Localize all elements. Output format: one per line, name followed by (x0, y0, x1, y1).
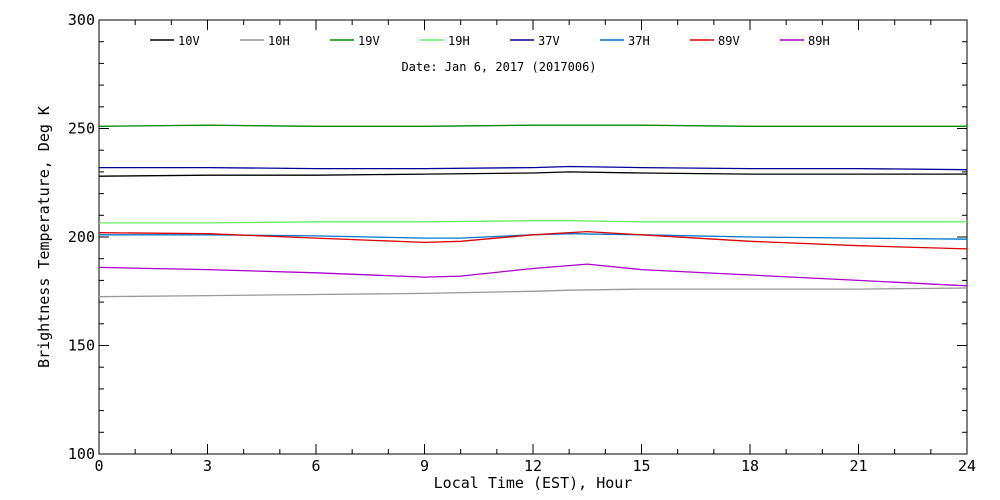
y-tick-label: 250 (68, 120, 95, 138)
legend-label-37h: 37H (628, 34, 650, 48)
x-axis-title: Local Time (EST), Hour (434, 474, 633, 492)
x-tick-label: 18 (741, 457, 759, 475)
series-line-89v (98, 230, 968, 250)
legend-label-89h: 89H (808, 34, 830, 48)
series-line-19h (99, 220, 967, 224)
x-tick-label: 24 (958, 457, 976, 475)
series-line-19v (98, 124, 967, 127)
legend-label-19h: 19H (448, 34, 470, 48)
x-tick-label: 6 (311, 457, 320, 475)
legend: 10V 10H 19V 19H 37V 37H 89V 89H (150, 34, 830, 48)
x-tick-label: 9 (420, 457, 429, 475)
x-tick-label: 3 (203, 457, 212, 475)
legend-label-10h: 10H (268, 34, 290, 48)
x-tick-label: 15 (632, 457, 650, 475)
legend-label-10v: 10V (178, 34, 200, 48)
series-line-10v (98, 171, 967, 177)
x-tick-label: 21 (849, 457, 867, 475)
y-tick-label: 200 (68, 228, 95, 246)
y-tick-label: 150 (68, 337, 95, 355)
legend-label-89v: 89V (718, 34, 740, 48)
legend-label-37v: 37V (538, 34, 560, 48)
series-line-10h (98, 287, 968, 298)
legend-label-19v: 19V (358, 34, 380, 48)
series-line-37v (99, 165, 968, 171)
plot-frame (98, 19, 968, 455)
axis-ticks (98, 19, 968, 455)
y-tick-label: 100 (68, 445, 95, 463)
x-tick-label: 0 (94, 457, 103, 475)
date-label: Date: Jan 6, 2017 (2017006) (401, 60, 596, 74)
axis-tick-labels: 0 3 6 9 12 15 18 21 24 100 150 200 250 300 (68, 11, 976, 475)
x-tick-label: 12 (524, 457, 542, 475)
y-axis-title: Brightness Temperature, Deg K (35, 106, 53, 368)
series-line-89h (98, 263, 968, 287)
data-series (98, 124, 968, 298)
y-tick-label: 300 (68, 11, 95, 29)
